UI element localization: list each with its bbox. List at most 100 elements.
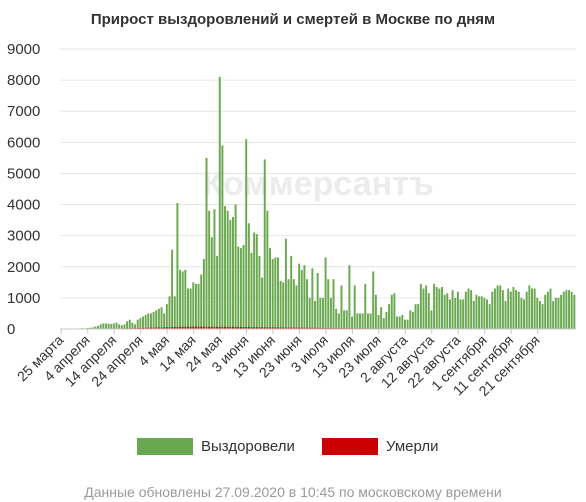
- bar-recovered: [210, 237, 213, 329]
- bar-recovered: [496, 285, 499, 329]
- bar-deaths: [160, 327, 163, 329]
- bar-recovered: [120, 325, 123, 329]
- bar-recovered: [427, 293, 430, 329]
- bar-recovered: [144, 315, 147, 329]
- bar-recovered: [411, 311, 414, 329]
- bar-recovered: [221, 145, 224, 329]
- bar-recovered: [319, 297, 322, 329]
- y-tick-label: 1000: [7, 290, 40, 307]
- bar-recovered: [464, 291, 467, 329]
- bar-recovered: [126, 321, 129, 329]
- bar-recovered: [557, 297, 560, 329]
- bar-deaths: [155, 327, 158, 329]
- bar-recovered: [245, 139, 248, 329]
- bar-recovered: [374, 294, 377, 329]
- bar-recovered: [250, 252, 253, 329]
- bar-deaths: [311, 327, 314, 329]
- bar-deaths: [284, 327, 287, 329]
- bar-recovered: [544, 294, 547, 329]
- bar-recovered: [136, 319, 139, 329]
- bar-recovered: [107, 323, 110, 329]
- bar-recovered: [517, 291, 520, 329]
- watermark: Коммерсантъ: [202, 165, 433, 203]
- bar-recovered: [560, 294, 563, 329]
- bar-recovered: [470, 290, 473, 329]
- bar-recovered: [171, 249, 174, 329]
- bar-deaths: [292, 327, 295, 329]
- bar-recovered: [123, 324, 126, 329]
- bar-recovered: [382, 318, 385, 329]
- bar-recovered: [292, 279, 295, 329]
- bar-recovered: [139, 318, 142, 329]
- bar-recovered: [419, 283, 422, 329]
- bar-recovered: [160, 307, 163, 329]
- y-tick-label: 6000: [7, 134, 40, 151]
- bar-deaths: [218, 326, 221, 329]
- bar-recovered: [287, 279, 290, 329]
- bar-recovered: [361, 313, 364, 329]
- bar-recovered: [321, 297, 324, 329]
- bar-recovered: [327, 279, 330, 329]
- legend-swatch-recovered: [137, 438, 193, 455]
- bar-deaths: [321, 327, 324, 329]
- bar-deaths: [245, 327, 248, 329]
- bar-recovered: [329, 297, 332, 329]
- bar-recovered: [462, 299, 465, 329]
- bar-recovered: [282, 282, 285, 329]
- bar-recovered: [520, 297, 523, 329]
- bar-deaths: [295, 327, 298, 329]
- bar-recovered: [295, 285, 298, 329]
- bar-recovered: [546, 291, 549, 329]
- bar-recovered: [491, 291, 494, 329]
- bar-recovered: [422, 288, 425, 329]
- bar-recovered: [179, 269, 182, 329]
- bar-deaths: [300, 327, 303, 329]
- bar-recovered: [467, 288, 470, 329]
- bar-recovered: [359, 313, 361, 329]
- bar-recovered: [131, 322, 134, 329]
- bar-recovered: [213, 209, 216, 329]
- bar-deaths: [316, 327, 319, 329]
- bar-recovered: [430, 310, 433, 329]
- bar-recovered: [401, 315, 404, 329]
- bar-deaths: [303, 327, 306, 329]
- bar-recovered: [224, 206, 227, 329]
- y-tick-label: 5000: [7, 165, 40, 182]
- bar-recovered: [480, 296, 483, 329]
- bar-deaths: [197, 326, 200, 329]
- bar-recovered: [565, 290, 568, 329]
- bar-recovered: [528, 285, 531, 329]
- bar-deaths: [324, 327, 327, 329]
- bar-deaths: [271, 327, 274, 329]
- bar-deaths: [157, 327, 160, 329]
- bar-deaths: [258, 327, 261, 329]
- bar-recovered: [538, 301, 541, 329]
- bar-recovered: [247, 223, 250, 329]
- bar-recovered: [187, 288, 189, 329]
- bar-recovered: [263, 159, 266, 329]
- bar-recovered: [102, 323, 105, 329]
- bar-recovered: [438, 288, 441, 329]
- bar-recovered: [300, 269, 303, 329]
- bar-recovered: [258, 255, 261, 329]
- bar-deaths: [179, 326, 182, 329]
- bar-deaths: [192, 326, 195, 329]
- bar-recovered: [570, 291, 573, 329]
- bar-recovered: [385, 311, 388, 329]
- bar-recovered: [152, 311, 155, 329]
- bar-deaths: [314, 327, 316, 329]
- bar-recovered: [271, 259, 274, 329]
- bar-recovered: [253, 232, 256, 329]
- bar-recovered: [552, 301, 555, 329]
- bar-recovered: [459, 299, 462, 329]
- bar-recovered: [157, 308, 160, 329]
- footnote: Данные обновлены 27.09.2020 в 10:45 по м…: [84, 484, 502, 500]
- bar-deaths: [194, 326, 197, 329]
- legend: Выздоровели Умерли: [0, 436, 586, 458]
- bar-deaths: [253, 327, 256, 329]
- bar-recovered: [340, 285, 343, 329]
- bar-recovered: [554, 297, 557, 329]
- bar-deaths: [200, 326, 203, 329]
- bar-deaths: [247, 327, 250, 329]
